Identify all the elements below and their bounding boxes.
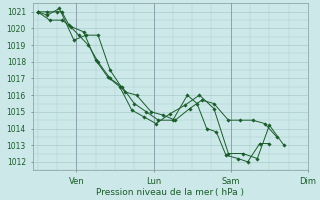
X-axis label: Pression niveau de la mer ( hPa ): Pression niveau de la mer ( hPa ) bbox=[96, 188, 244, 197]
